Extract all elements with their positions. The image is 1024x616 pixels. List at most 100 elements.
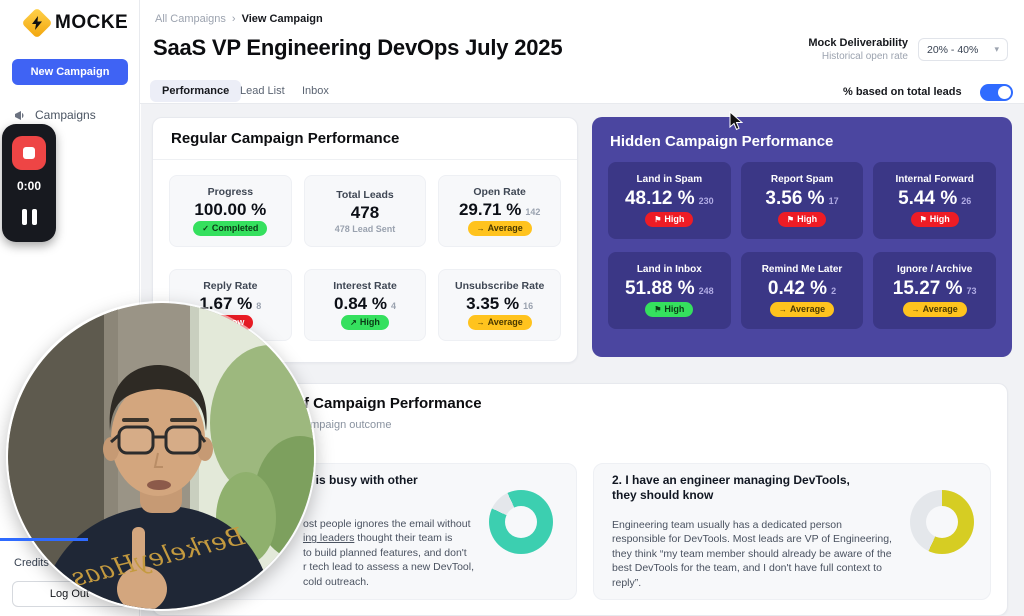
status-badge-completed: ✓ Completed	[193, 221, 268, 236]
stat-card-land-in-inbox: Land in Inbox 51.88 % 248 ⚑ High	[608, 252, 731, 329]
status-badge-average: → Average	[902, 302, 967, 317]
stop-recording-button[interactable]	[12, 136, 46, 170]
arrow-right-icon: →	[778, 304, 787, 314]
analysis-subtitle: ampaign outcome	[304, 419, 392, 431]
stat-value: 0.42 % 2	[767, 278, 837, 299]
stat-value: 5.44 % 26	[898, 188, 972, 209]
tab-lead-list[interactable]: Lead List	[240, 85, 285, 97]
stat-card-internal-forward: Internal Forward 5.44 % 26 ⚑ High	[873, 162, 996, 239]
new-campaign-button[interactable]: New Campaign	[12, 59, 128, 85]
stat-card-interest-rate: Interest Rate 0.84 % 4 ↗ High	[303, 269, 427, 341]
badge-label: Average	[789, 304, 826, 314]
stat-label: Unsubscribe Rate	[455, 280, 545, 292]
stat-value: 29.71 % 142	[458, 200, 541, 219]
check-icon: ✓	[202, 223, 209, 233]
status-badge-average: → Average	[467, 315, 532, 330]
tab-performance[interactable]: Performance	[150, 80, 242, 102]
analysis-card-2: 2. I have an engineer managing DevTools,…	[593, 463, 991, 600]
stat-value: 48.12 % 230	[624, 188, 714, 209]
toggle-label: % based on total leads	[843, 86, 962, 98]
toggle-knob	[998, 86, 1011, 99]
stat-count: 26	[961, 196, 972, 206]
stat-value: 478	[350, 202, 380, 222]
stat-card-report-spam: Report Spam 3.56 % 17 ⚑ High	[740, 162, 864, 239]
stat-count: 2	[831, 286, 837, 296]
status-badge-high: ⚑ High	[645, 212, 694, 227]
status-badge-average: → Average	[769, 302, 835, 317]
stat-label: Land in Spam	[636, 174, 703, 185]
regular-performance-panel: Regular Campaign Performance Progress 10…	[152, 117, 578, 363]
regular-stat-grid: Progress 100.00 % ✓ Completed Total Leads…	[153, 160, 577, 356]
body-line: ost people ignores the email without	[303, 518, 471, 530]
breadcrumb-view-campaign: View Campaign	[241, 13, 323, 25]
stat-label: Remind Me Later	[761, 264, 843, 275]
stat-value: 1.67 % 8	[199, 294, 262, 313]
analysis-card2-title: 2. I have an engineer managing DevTools,…	[612, 473, 850, 502]
blue-progress-line	[0, 538, 88, 541]
hidden-performance-panel: Hidden Campaign Performance Land in Spam…	[592, 117, 1012, 357]
deliverability-dropdown[interactable]: 20% - 40% ▾	[918, 38, 1008, 61]
flag-icon: ⚑	[654, 304, 662, 314]
flag-icon: ⚑	[786, 214, 795, 224]
stat-card-unsubscribe-rate: Unsubscribe Rate 3.35 % 16 → Average	[438, 269, 561, 341]
stat-subtext: 478 Lead Sent	[334, 223, 396, 234]
stat-label: Reply Rate	[203, 280, 258, 292]
stat-label: Interest Rate	[333, 280, 397, 292]
total-leads-toggle[interactable]	[980, 84, 1013, 101]
hidden-stat-grid: Land in Spam 48.12 % 230 ⚑ High Report Spa…	[608, 162, 996, 329]
deliverability-block: Mock Deliverability Historical open rate	[756, 37, 908, 62]
stop-icon	[23, 147, 35, 159]
stat-label: Progress	[207, 186, 254, 198]
stat-label: Open Rate	[473, 186, 526, 198]
stat-count: 8	[256, 301, 262, 311]
stat-count: 73	[966, 286, 977, 296]
status-badge-high: ⚑ High	[645, 302, 694, 317]
analysis-card1-title: g is busy with other	[305, 473, 418, 487]
regular-panel-title: Regular Campaign Performance	[153, 118, 577, 160]
stat-card-ignore-archive: Ignore / Archive 15.27 % 73 → Average	[873, 252, 996, 329]
webcam-video-overlay: BerkeleyHaas	[6, 301, 316, 611]
stat-count: 248	[698, 286, 714, 296]
stat-value: 0.84 % 4	[334, 294, 396, 313]
inline-link[interactable]: ing leaders	[303, 532, 355, 545]
badge-label: Completed	[211, 223, 259, 233]
stat-count: 142	[525, 207, 541, 217]
stat-count: 16	[523, 301, 534, 311]
status-badge-high: ⚑ High	[910, 212, 959, 227]
breadcrumb-separator-icon: ›	[231, 13, 236, 25]
badge-label: High	[664, 304, 685, 314]
stat-label: Report Spam	[770, 174, 834, 185]
stat-value: 3.35 % 16	[466, 294, 534, 313]
tab-inbox[interactable]: Inbox	[302, 85, 329, 97]
deliverability-sublabel: Historical open rate	[821, 51, 908, 62]
badge-label: Average	[487, 223, 523, 233]
page-title: SaaS VP Engineering DevOps July 2025	[153, 35, 563, 60]
pause-icon	[21, 209, 27, 225]
badge-label: High	[929, 214, 950, 224]
breadcrumb: All Campaigns › View Campaign	[155, 13, 323, 25]
stat-count: 17	[828, 196, 839, 206]
arrow-right-icon: →	[911, 304, 920, 314]
analysis-heading: f Campaign Performance	[304, 395, 482, 412]
badge-label: Average	[487, 317, 523, 327]
mouse-cursor-icon	[729, 110, 744, 136]
deliverability-label: Mock Deliverability	[808, 37, 908, 49]
lightning-bolt-icon	[26, 12, 48, 34]
breadcrumb-all-campaigns[interactable]: All Campaigns	[155, 13, 226, 25]
pause-recording-button[interactable]	[13, 202, 45, 232]
badge-label: Average	[922, 304, 958, 314]
stat-label: Total Leads	[336, 188, 394, 201]
stat-value: 3.56 % 17	[765, 188, 839, 209]
status-badge-average: → Average	[467, 221, 532, 236]
badge-label: High	[359, 317, 380, 327]
sidebar-item-label: Campaigns	[35, 108, 96, 122]
stat-count: 230	[698, 196, 714, 206]
credits-label: Credits	[14, 557, 49, 569]
brand-name: MOCKE	[55, 12, 129, 33]
stat-card-progress: Progress 100.00 % ✓ Completed	[169, 175, 292, 247]
stat-label: Internal Forward	[895, 174, 974, 185]
sidebar-item-campaigns[interactable]: Campaigns	[14, 108, 96, 122]
brand-logo: MOCKE	[21, 7, 129, 39]
status-badge-high: ⚑ High	[777, 212, 827, 227]
